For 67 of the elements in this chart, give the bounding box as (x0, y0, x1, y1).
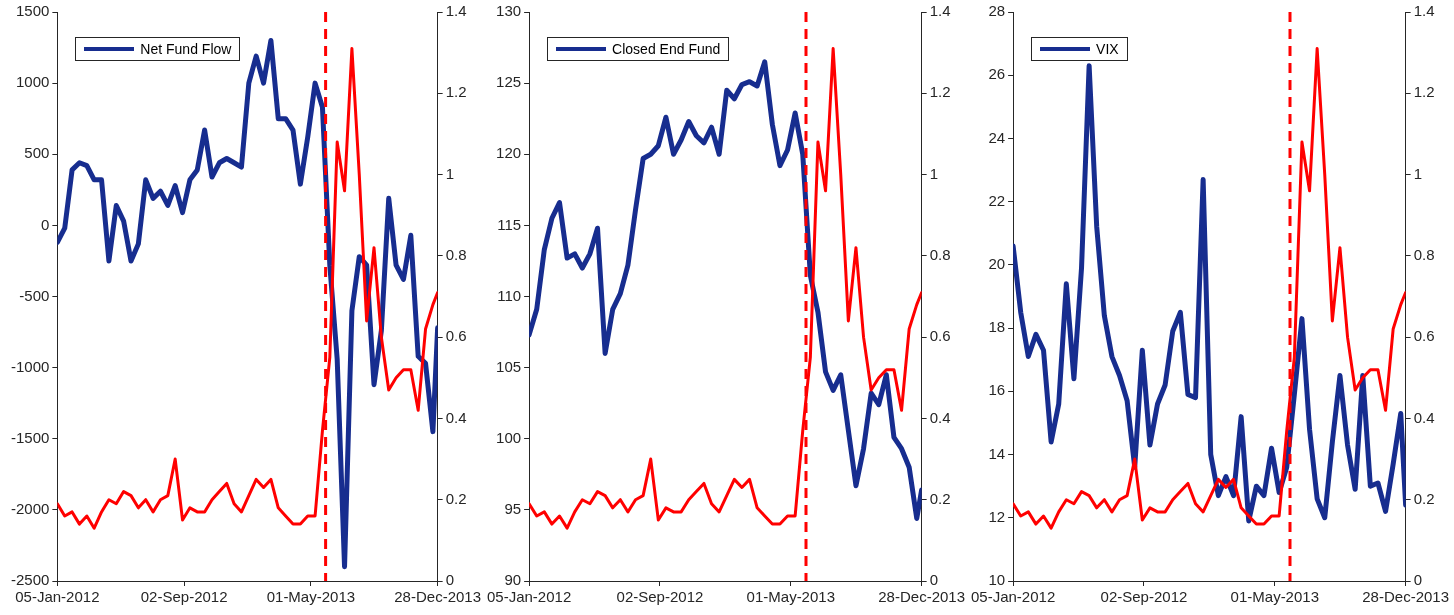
y2-tick-label: 0.2 (929, 489, 951, 507)
x-tick-label: 05-Jan-2012 (971, 588, 1056, 606)
x-tick-label: 05-Jan-2012 (15, 588, 100, 606)
y2-tick-label: 0 (929, 571, 938, 589)
y2-tick-label: 1 (445, 164, 454, 182)
y2-tick-label: 0.2 (445, 489, 467, 507)
y-tick-label: 20 (988, 255, 1006, 273)
x-tick-label: 02-Sep-2012 (616, 588, 704, 606)
x-tick-label: 28-Dec-2013 (878, 588, 965, 606)
y-tick-label: 14 (988, 444, 1006, 462)
legend-label: Net Fund Flow (140, 41, 232, 57)
y2-tick-label: 0.4 (445, 408, 467, 426)
y-tick-label: 10 (988, 571, 1006, 589)
y2-tick-label: 1.2 (1413, 83, 1435, 101)
x-tick-label: 05-Jan-2012 (487, 588, 572, 606)
y-tick-label: 16 (988, 381, 1006, 399)
y2-tick-label: 0.4 (929, 408, 951, 426)
y2-tick-label: 0.8 (445, 246, 467, 263)
y-tick-label: 24 (988, 128, 1006, 146)
y-tick-label: -2500 (10, 571, 50, 589)
y-tick-label: 28 (988, 2, 1006, 20)
x-tick-label: 01-May-2013 (266, 588, 356, 606)
x-tick-label: 02-Sep-2012 (140, 588, 228, 606)
y2-tick-label: 0.6 (929, 327, 951, 345)
y2-tick-label: 0.8 (1413, 246, 1435, 263)
y-tick-label: 100 (496, 428, 522, 446)
y2-tick-label: 0.6 (1413, 327, 1435, 345)
legend-label: Closed End Fund (612, 41, 721, 57)
y2-tick-label: 0.2 (1413, 489, 1435, 507)
y-tick-label: -2000 (10, 500, 50, 518)
y2-tick-label: 0 (1413, 571, 1422, 589)
x-tick-label: 01-May-2013 (746, 588, 835, 606)
x-tick-label: 28-Dec-2013 (1362, 588, 1449, 606)
y-tick-label: -1500 (10, 428, 50, 446)
y2-tick-label: 1 (1413, 164, 1422, 182)
y-tick-label: 120 (496, 144, 522, 162)
y-tick-label: 0 (41, 215, 50, 233)
y-tick-label: 105 (496, 357, 522, 375)
y2-tick-label: 1.2 (929, 83, 951, 101)
y-tick-label: 22 (988, 191, 1006, 209)
y-tick-label: 1500 (15, 2, 50, 20)
y2-tick-label: 0.6 (445, 327, 467, 345)
y2-tick-label: 0 (445, 571, 454, 589)
y-tick-label: 12 (988, 507, 1006, 525)
legend-label: VIX (1096, 41, 1119, 57)
y-tick-label: 500 (24, 144, 50, 162)
y-tick-label: -500 (19, 286, 50, 304)
y2-tick-label: 1 (929, 164, 938, 182)
x-tick-label: 01-May-2013 (1230, 588, 1319, 606)
y2-tick-label: 1.4 (445, 2, 467, 20)
y2-tick-label: 1.4 (1413, 2, 1435, 20)
y-tick-label: -1000 (10, 357, 50, 375)
y2-tick-label: 0.8 (929, 246, 951, 263)
y-tick-label: 95 (504, 500, 522, 518)
y2-tick-label: 1.4 (929, 2, 951, 20)
x-tick-label: 28-Dec-2013 (394, 588, 481, 606)
y-tick-label: 130 (496, 2, 522, 20)
y-tick-label: 1000 (15, 73, 50, 91)
y-tick-label: 110 (497, 286, 522, 304)
y2-tick-label: 0.4 (1413, 408, 1435, 426)
y-tick-label: 115 (497, 215, 522, 233)
y-tick-label: 18 (988, 318, 1006, 336)
y2-tick-label: 1.2 (445, 83, 467, 101)
y-tick-label: 90 (504, 571, 522, 589)
y-tick-label: 26 (988, 65, 1006, 83)
y-tick-label: 125 (496, 73, 522, 91)
x-tick-label: 02-Sep-2012 (1100, 588, 1188, 606)
